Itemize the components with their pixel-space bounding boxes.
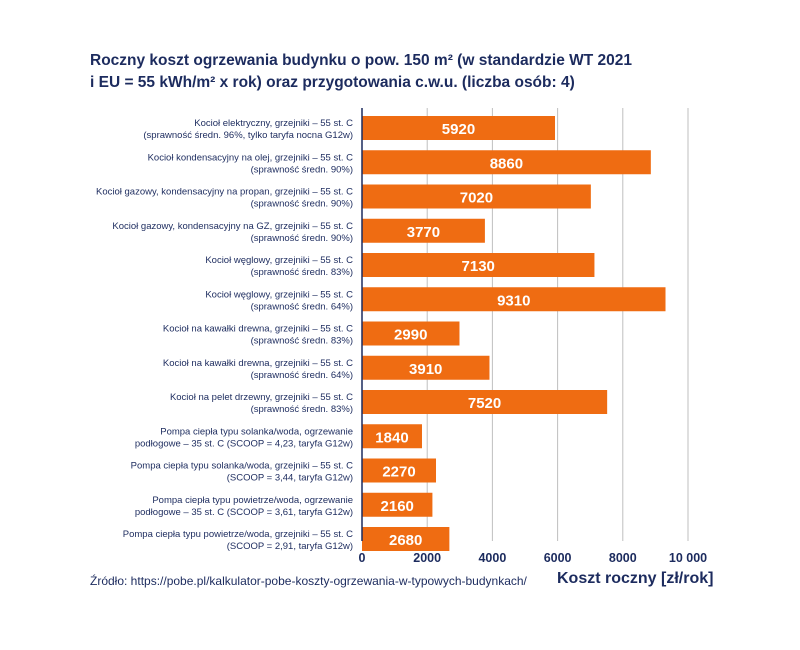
x-tick-label: 6000 (544, 551, 572, 565)
bar (362, 492, 433, 517)
bar-value-label: 5920 (442, 121, 475, 138)
bar (362, 116, 555, 140)
bar (362, 184, 591, 209)
source-note: Źródło: https://pobe.pl/kalkulator-pobe-… (90, 574, 527, 588)
bar-value-label: 3910 (409, 361, 442, 378)
bar-value-label: 7020 (460, 190, 493, 207)
category-label: Pompa ciepła typu solanka/woda, grzejnik… (131, 461, 353, 472)
x-tick-label: 2000 (413, 551, 441, 565)
bar-value-label: 7130 (462, 258, 495, 275)
bar-value-label: 9310 (497, 292, 530, 309)
bar-value-label: 2680 (389, 532, 422, 549)
x-tick-label: 4000 (478, 551, 506, 565)
category-label: (SCOOP = 3,44, taryfa G12w) (227, 473, 353, 484)
chart-title: Roczny koszt ogrzewania budynku o pow. 1… (90, 50, 730, 94)
category-label: Kocioł węglowy, grzejniki – 55 st. C (205, 255, 353, 266)
category-label: Kocioł kondensacyjny na olej, grzejniki … (148, 152, 354, 163)
category-label: (sprawność średn. 83%) (251, 404, 353, 415)
category-label: podłogowe – 35 st. C (SCOOP = 4,23, tary… (135, 438, 353, 449)
category-label: Kocioł na pelet drzewny, grzejniki – 55 … (170, 392, 353, 403)
category-label: Pompa ciepła typu solanka/woda, ogrzewan… (160, 426, 353, 437)
bar-value-label: 2160 (381, 498, 414, 515)
category-label: (SCOOP = 2,91, taryfa G12w) (227, 541, 353, 552)
bar (362, 287, 666, 312)
category-label: (sprawność średn. 96%, tylko taryfa nocn… (143, 130, 353, 141)
bar (362, 150, 651, 175)
x-axis-title: Koszt roczny [zł/rok] (557, 570, 714, 587)
bar (362, 458, 437, 483)
category-label: Kocioł gazowy, kondensacyjny na GZ, grze… (112, 221, 353, 232)
category-label: podłogowe – 35 st. C (SCOOP = 3,61, tary… (135, 507, 353, 518)
category-label: Kocioł na kawałki drewna, grzejniki – 55… (163, 324, 353, 335)
bar (362, 424, 422, 449)
bar-value-label: 3770 (407, 224, 440, 241)
category-label: Pompa ciepła typu powietrze/woda, grzejn… (123, 529, 353, 540)
bar (362, 390, 608, 414)
x-tick-label: 10 000 (669, 551, 707, 565)
category-label: (sprawność średn. 90%) (251, 199, 353, 210)
bar-value-label: 8860 (490, 155, 523, 172)
category-label: Kocioł elektryczny, grzejniki – 55 st. C (194, 118, 353, 129)
category-label: (sprawność średn. 90%) (251, 164, 353, 175)
chart-title-line-1: Roczny koszt ogrzewania budynku o pow. 1… (90, 52, 633, 69)
bar (362, 355, 490, 380)
bar (362, 527, 450, 551)
x-tick-label: 0 (359, 551, 366, 565)
bar (362, 218, 485, 243)
x-tick-label: 8000 (609, 551, 637, 565)
category-label: (sprawność średn. 64%) (251, 370, 353, 381)
category-label: (sprawność średn. 64%) (251, 301, 353, 312)
bar-value-label: 7520 (468, 395, 501, 412)
category-label: Kocioł na kawałki drewna, grzejniki – 55… (163, 358, 353, 369)
bar-value-label: 2270 (382, 464, 415, 481)
chart-title-line-2: i EU = 55 kWh/m² x rok) oraz przygotowan… (90, 74, 575, 91)
category-label: Kocioł gazowy, kondensacyjny na propan, … (96, 187, 353, 198)
bar-value-label: 1840 (375, 429, 408, 446)
category-label: (sprawność średn. 90%) (251, 233, 353, 244)
category-label: (sprawność średn. 83%) (251, 336, 353, 347)
bar (362, 321, 460, 346)
bar (362, 253, 595, 277)
category-label: Pompa ciepła typu powietrze/woda, ogrzew… (152, 495, 353, 506)
category-label: Kocioł węglowy, grzejniki – 55 st. C (205, 289, 353, 300)
category-label: (sprawność średn. 83%) (251, 267, 353, 278)
bar-value-label: 2990 (394, 327, 427, 344)
